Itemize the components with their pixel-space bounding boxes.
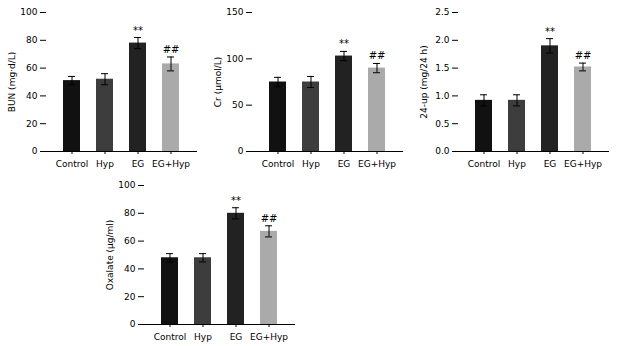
svg-text:150: 150 xyxy=(226,7,243,17)
svg-text:EG: EG xyxy=(544,159,557,169)
svg-text:Cr (μmol/L): Cr (μmol/L) xyxy=(213,57,223,107)
svg-text:##: ## xyxy=(163,44,180,55)
svg-text:BUN (mg·d/L): BUN (mg·d/L) xyxy=(7,52,17,112)
svg-text:**: ** xyxy=(231,195,241,206)
svg-text:EG: EG xyxy=(132,159,145,169)
svg-text:0: 0 xyxy=(32,146,38,156)
svg-text:1.5: 1.5 xyxy=(435,63,449,73)
svg-text:**: ** xyxy=(545,26,555,37)
svg-text:Control: Control xyxy=(56,159,89,169)
svg-text:20: 20 xyxy=(124,292,136,302)
svg-text:Hyp: Hyp xyxy=(194,332,212,342)
svg-text:##: ## xyxy=(261,213,278,224)
svg-text:Oxalate (μg/ml): Oxalate (μg/ml) xyxy=(105,220,115,291)
svg-text:EG: EG xyxy=(338,159,351,169)
svg-text:60: 60 xyxy=(26,63,38,73)
svg-text:EG: EG xyxy=(230,332,243,342)
svg-text:2.0: 2.0 xyxy=(435,35,450,45)
svg-text:2.5: 2.5 xyxy=(435,7,449,17)
svg-text:0.0: 0.0 xyxy=(435,146,450,156)
svg-text:24-up (mg/24 h): 24-up (mg/24 h) xyxy=(419,45,429,119)
svg-text:100: 100 xyxy=(226,54,243,64)
svg-text:EG+Hyp: EG+Hyp xyxy=(152,159,190,169)
svg-text:50: 50 xyxy=(232,100,244,110)
svg-text:80: 80 xyxy=(26,35,38,45)
svg-text:Hyp: Hyp xyxy=(96,159,114,169)
svg-text:EG+Hyp: EG+Hyp xyxy=(358,159,396,169)
svg-text:**: ** xyxy=(339,38,349,49)
svg-text:**: ** xyxy=(133,25,143,36)
svg-text:40: 40 xyxy=(26,91,38,101)
svg-text:Control: Control xyxy=(468,159,501,169)
svg-text:0.5: 0.5 xyxy=(435,119,449,129)
svg-text:##: ## xyxy=(575,50,592,61)
svg-text:0: 0 xyxy=(130,319,136,329)
svg-text:EG+Hyp: EG+Hyp xyxy=(250,332,288,342)
svg-text:40: 40 xyxy=(124,264,136,274)
svg-text:0: 0 xyxy=(238,146,244,156)
svg-text:60: 60 xyxy=(124,236,136,246)
svg-text:100: 100 xyxy=(20,7,37,17)
svg-text:20: 20 xyxy=(26,119,38,129)
svg-text:Hyp: Hyp xyxy=(508,159,526,169)
svg-text:Control: Control xyxy=(154,332,187,342)
svg-text:Control: Control xyxy=(262,159,295,169)
svg-text:##: ## xyxy=(369,50,386,61)
svg-text:100: 100 xyxy=(118,180,135,190)
svg-text:1.0: 1.0 xyxy=(435,91,450,101)
svg-text:Hyp: Hyp xyxy=(302,159,320,169)
svg-text:80: 80 xyxy=(124,208,136,218)
svg-text:EG+Hyp: EG+Hyp xyxy=(564,159,602,169)
